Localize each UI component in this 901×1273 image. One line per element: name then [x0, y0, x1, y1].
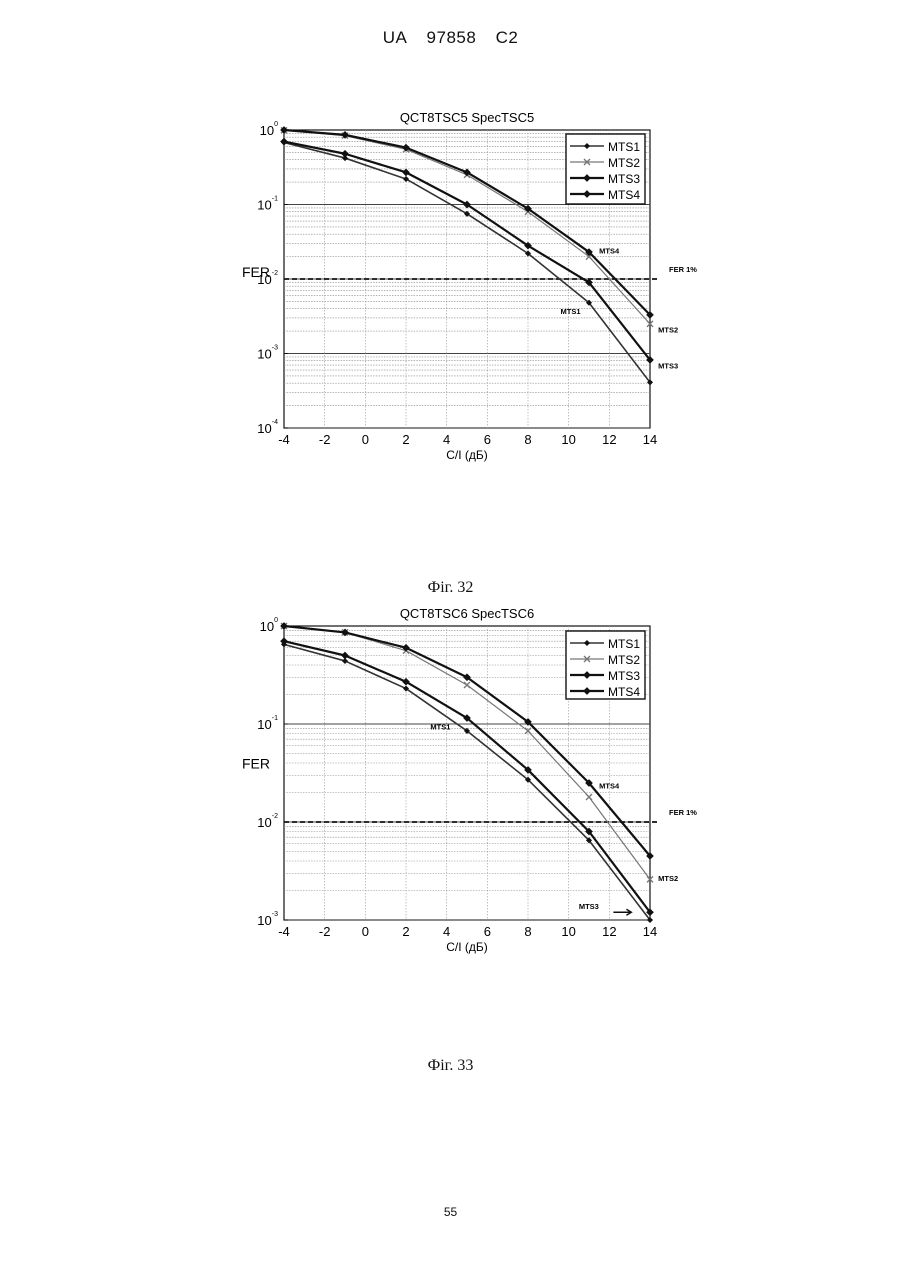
x-tick-label: -4 — [278, 432, 290, 447]
x-tick-label: 4 — [443, 432, 450, 447]
x-tick-label: 14 — [643, 924, 657, 939]
legend-label: MTS3 — [608, 669, 640, 683]
y-tick-label: 10-1 — [257, 715, 278, 732]
series-annotation: MTS2 — [658, 874, 678, 883]
series-annotation: MTS4 — [599, 246, 620, 255]
x-tick-label: 8 — [524, 924, 531, 939]
x-tick-label: 8 — [524, 432, 531, 447]
figure-32-chart: QCT8TSC5 SpecTSC5 -4 -2 0 2 4 6 8 10 12 14 C/I (дБ)… — [0, 100, 901, 600]
fer-reference-label: FER 1% — [669, 808, 697, 817]
y-axis-label: FER — [242, 264, 270, 280]
series-annotation: MTS3 — [579, 902, 599, 911]
series-annotation: MTS1 — [561, 307, 581, 316]
y-tick-label: 100 — [260, 617, 278, 634]
x-axis-label: C/I (дБ) — [446, 940, 488, 954]
figure-33-chart: QCT8TSC6 SpecTSC6 -4 -2 0 2 4 6 8 10 12 14 C/I (дБ)… — [0, 600, 901, 960]
header-country: UA — [383, 28, 408, 47]
fer-reference-label: FER 1% — [669, 265, 697, 274]
y-tick-label: 10-3 — [257, 345, 278, 362]
legend-label: MTS1 — [608, 637, 640, 651]
x-tick-label: 6 — [484, 432, 491, 447]
chart-title: QCT8TSC6 SpecTSC6 — [400, 606, 534, 621]
x-tick-label: 2 — [402, 432, 409, 447]
legend-label: MTS1 — [608, 140, 640, 154]
x-tick-label: 10 — [561, 924, 575, 939]
x-tick-label: 10 — [561, 432, 575, 447]
x-tick-label: -2 — [319, 432, 331, 447]
x-tick-label: 4 — [443, 924, 450, 939]
x-tick-label: 2 — [402, 924, 409, 939]
legend-label: MTS4 — [608, 685, 640, 699]
y-tick-label: 10-1 — [257, 196, 278, 213]
x-tick-label: -2 — [319, 924, 331, 939]
y-tick-label: 10-3 — [257, 911, 278, 928]
header-number: 97858 — [427, 28, 477, 47]
y-tick-label: 10-4 — [257, 419, 278, 436]
patent-header: UA 97858 C2 — [0, 28, 901, 48]
x-tick-label: 12 — [602, 432, 616, 447]
x-tick-label: 0 — [362, 924, 369, 939]
series-annotation: MTS3 — [658, 361, 678, 370]
series-annotation: MTS1 — [430, 722, 450, 731]
series-annotation: MTS2 — [658, 326, 678, 335]
chart-title: QCT8TSC5 SpecTSC5 — [400, 110, 534, 125]
series-annotation: MTS4 — [599, 781, 620, 790]
y-axis-label: FER — [242, 756, 270, 772]
x-tick-label: -4 — [278, 924, 290, 939]
legend: MTS1 MTS2 MTS3 MTS4 — [566, 134, 645, 204]
page-number: 55 — [0, 1205, 901, 1219]
figure-33-caption: Фіг. 33 — [0, 1057, 901, 1075]
x-tick-label: 14 — [643, 432, 657, 447]
legend-label: MTS2 — [608, 653, 640, 667]
y-tick-label: 10-2 — [257, 813, 278, 830]
legend: MTS1 MTS2 MTS3 MTS4 — [566, 631, 645, 699]
x-tick-label: 12 — [602, 924, 616, 939]
legend-label: MTS3 — [608, 172, 640, 186]
x-tick-label: 0 — [362, 432, 369, 447]
legend-label: MTS2 — [608, 156, 640, 170]
y-tick-label: 100 — [260, 121, 278, 138]
x-tick-label: 6 — [484, 924, 491, 939]
x-axis-label: C/I (дБ) — [446, 448, 488, 462]
legend-label: MTS4 — [608, 188, 640, 202]
figure-32-caption: Фіг. 32 — [0, 579, 901, 597]
header-kind: C2 — [496, 28, 519, 47]
